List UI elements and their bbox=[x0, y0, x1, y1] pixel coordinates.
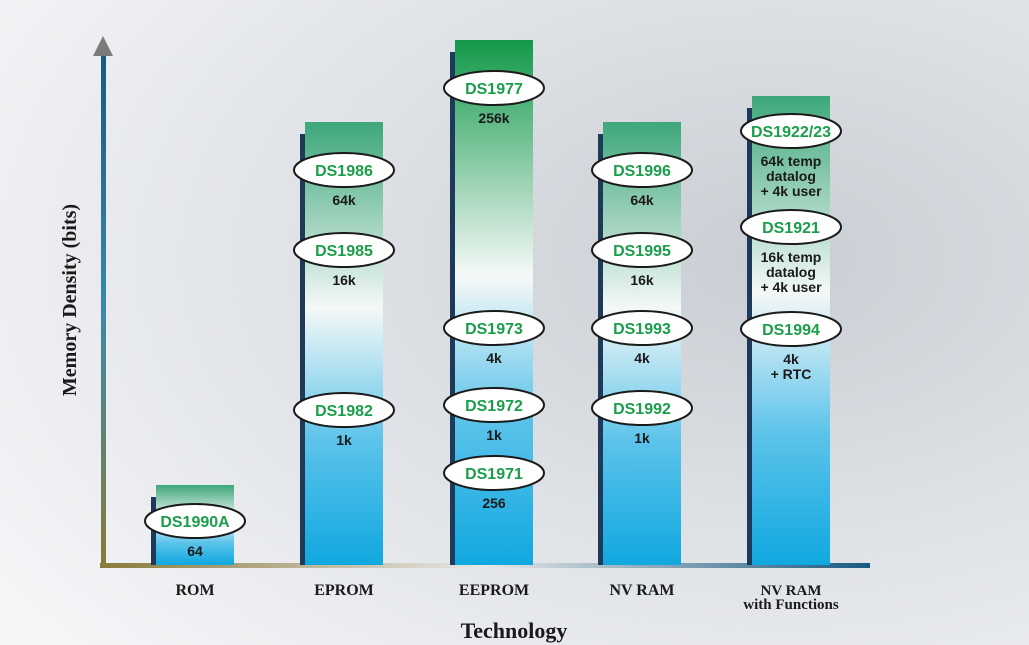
diagram: Memory Density (bits) Technology ROM DS19… bbox=[0, 0, 1029, 645]
device-capacity: 4k bbox=[634, 350, 650, 366]
column-label: ROM bbox=[175, 582, 214, 599]
device-name: DS1982 bbox=[315, 403, 373, 420]
device-name: DS1990A bbox=[160, 514, 230, 531]
device-capacity: 16k bbox=[332, 272, 356, 288]
device-capacity: 4k bbox=[486, 350, 502, 366]
device-name: DS1985 bbox=[315, 243, 373, 260]
device-capacity: 256 bbox=[482, 495, 506, 511]
device-name: DS1921 bbox=[762, 220, 820, 237]
x-axis-label: Technology bbox=[461, 618, 568, 643]
device-name: DS1971 bbox=[465, 466, 523, 483]
device-capacity: 16k bbox=[630, 272, 654, 288]
device-capacity: + 4k user bbox=[760, 183, 822, 199]
device-capacity: 16k temp bbox=[761, 249, 822, 265]
device-name: DS1986 bbox=[315, 163, 373, 180]
device-name: DS1994 bbox=[762, 322, 820, 339]
device-capacity: 64k temp bbox=[761, 153, 822, 169]
device-capacity: 1k bbox=[634, 430, 650, 446]
device-name: DS1992 bbox=[613, 401, 671, 418]
device-capacity: 1k bbox=[486, 427, 502, 443]
device-name: DS1993 bbox=[613, 321, 671, 338]
device-capacity: datalog bbox=[766, 168, 816, 184]
device-capacity: datalog bbox=[766, 264, 816, 280]
device-capacity: + 4k user bbox=[760, 279, 822, 295]
bar bbox=[305, 122, 383, 565]
device-capacity: + RTC bbox=[771, 366, 812, 382]
device-capacity: 64k bbox=[630, 192, 654, 208]
device-name: DS1972 bbox=[465, 398, 523, 415]
y-axis bbox=[101, 55, 106, 567]
device-capacity: 64k bbox=[332, 192, 356, 208]
device-capacity: 256k bbox=[478, 110, 509, 126]
column-label: EEPROM bbox=[459, 582, 529, 599]
column-label: NV RAM bbox=[609, 582, 674, 599]
device-capacity: 64 bbox=[187, 543, 203, 559]
device-capacity: 4k bbox=[783, 351, 799, 367]
device-name: DS1995 bbox=[613, 243, 671, 260]
device-capacity: 1k bbox=[336, 432, 352, 448]
column-label: EPROM bbox=[314, 582, 374, 599]
y-axis-label: Memory Density (bits) bbox=[59, 204, 81, 396]
device-name: DS1977 bbox=[465, 81, 523, 98]
device-name: DS1973 bbox=[465, 321, 523, 338]
device-name: DS1922/23 bbox=[751, 124, 831, 141]
device-name: DS1996 bbox=[613, 163, 671, 180]
column-label: with Functions bbox=[743, 597, 839, 613]
